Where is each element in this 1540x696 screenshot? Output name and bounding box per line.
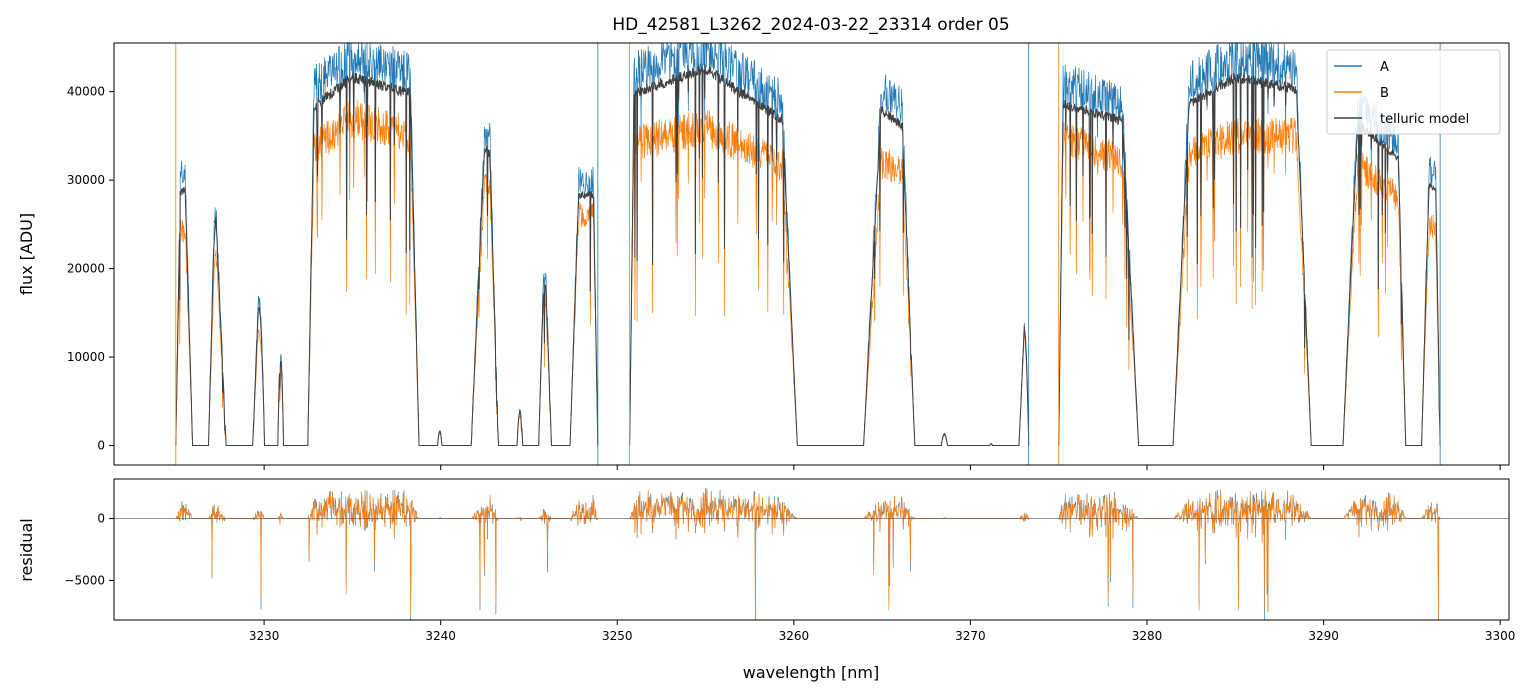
residual-b-line-segment-3 (1058, 489, 1441, 620)
flux-y-ticks: 0 10000 20000 30000 40000 (67, 85, 114, 453)
flux-y-tick-label-2: 10000 (67, 350, 105, 364)
legend: A B telluric model (1326, 49, 1501, 135)
flux-x-ticks (263, 465, 1501, 470)
legend-label-telluric: telluric model (1380, 112, 1469, 127)
residual-x-tick-label-5: 3270 (955, 629, 986, 643)
residual-y-tick-label-2: 0 (97, 512, 105, 526)
chart-title: HD_42581_L3262_2024-03-22_23314 order 05 (612, 15, 1009, 35)
residual-y-tick-label-1: −5000 (64, 573, 105, 587)
x-axis-label: wavelength [nm] (743, 663, 880, 682)
legend-box (1326, 49, 1501, 135)
residual-x-ticks: 3230 3240 3250 3260 3270 3280 3290 3300 (249, 620, 1516, 643)
flux-axes-frame (113, 42, 1510, 466)
flux-y-tick-label-4: 30000 (67, 173, 105, 187)
residual-axes-frame (113, 478, 1510, 621)
telluric-model-line-segment-2 (629, 64, 1030, 446)
residual-x-tick-label-6: 3280 (1132, 629, 1163, 643)
residual-x-tick-label-1: 3230 (249, 629, 280, 643)
residual-y-ticks: −5000 0 (64, 512, 114, 587)
legend-label-b: B (1380, 86, 1389, 101)
residual-x-tick-label-8: 3300 (1485, 629, 1516, 643)
residual-series-group (114, 487, 1509, 620)
flux-series-group (175, 43, 1441, 465)
residual-x-tick-label-3: 3250 (602, 629, 633, 643)
series-b-line-segment-3 (1058, 117, 1441, 446)
telluric-model-line-segment-3 (1058, 72, 1441, 446)
flux-panel: 0 10000 20000 30000 40000 flux [ADU] A B tel… (17, 42, 1510, 470)
flux-y-tick-label-1: 0 (97, 439, 105, 453)
residual-x-tick-label-4: 3260 (779, 629, 810, 643)
legend-label-a: A (1380, 60, 1389, 75)
residual-y-axis-label: residual (17, 518, 36, 581)
flux-y-tick-label-3: 20000 (67, 262, 105, 276)
residual-x-tick-label-7: 3290 (1308, 629, 1339, 643)
flux-y-tick-label-5: 40000 (67, 85, 105, 99)
residual-x-tick-label-2: 3240 (425, 629, 456, 643)
telluric-model-line-segment-1 (175, 72, 599, 446)
flux-y-axis-label: flux [ADU] (17, 213, 36, 295)
